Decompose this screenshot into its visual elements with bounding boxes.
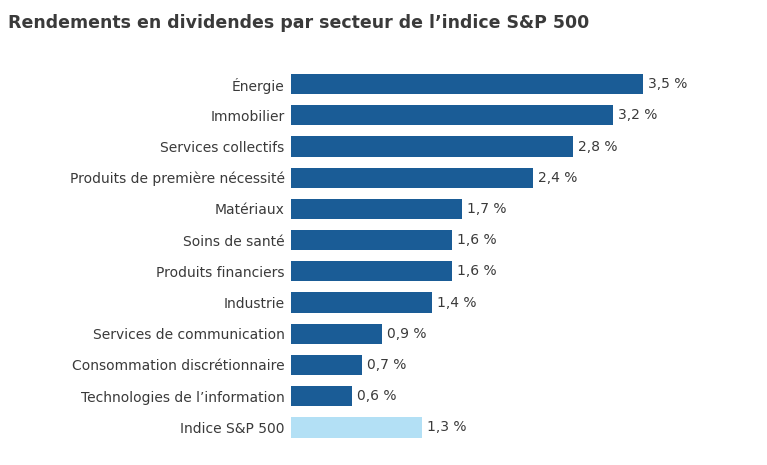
Text: 1,4 %: 1,4 % bbox=[437, 296, 476, 310]
Text: 0,9 %: 0,9 % bbox=[387, 327, 426, 341]
Bar bbox=[291, 355, 362, 375]
Bar bbox=[291, 74, 643, 94]
Text: 3,2 %: 3,2 % bbox=[618, 108, 657, 122]
Bar bbox=[291, 105, 613, 126]
Text: 2,4 %: 2,4 % bbox=[538, 171, 577, 185]
Text: 0,7 %: 0,7 % bbox=[367, 358, 407, 372]
Text: 0,6 %: 0,6 % bbox=[357, 389, 397, 403]
Text: 1,6 %: 1,6 % bbox=[457, 265, 497, 279]
Bar bbox=[291, 167, 532, 188]
Text: 1,3 %: 1,3 % bbox=[427, 420, 466, 434]
Text: Rendements en dividendes par secteur de l’indice S&P 500: Rendements en dividendes par secteur de … bbox=[8, 14, 589, 32]
Bar bbox=[291, 199, 463, 219]
Bar bbox=[291, 324, 382, 344]
Text: 1,7 %: 1,7 % bbox=[467, 202, 507, 216]
Bar bbox=[291, 230, 453, 250]
Bar bbox=[291, 417, 422, 438]
Text: 2,8 %: 2,8 % bbox=[578, 140, 617, 153]
Text: 3,5 %: 3,5 % bbox=[648, 77, 687, 91]
Bar bbox=[291, 261, 453, 281]
Bar bbox=[291, 386, 352, 406]
Bar bbox=[291, 136, 573, 157]
Text: 1,6 %: 1,6 % bbox=[457, 233, 497, 247]
Bar bbox=[291, 292, 432, 312]
